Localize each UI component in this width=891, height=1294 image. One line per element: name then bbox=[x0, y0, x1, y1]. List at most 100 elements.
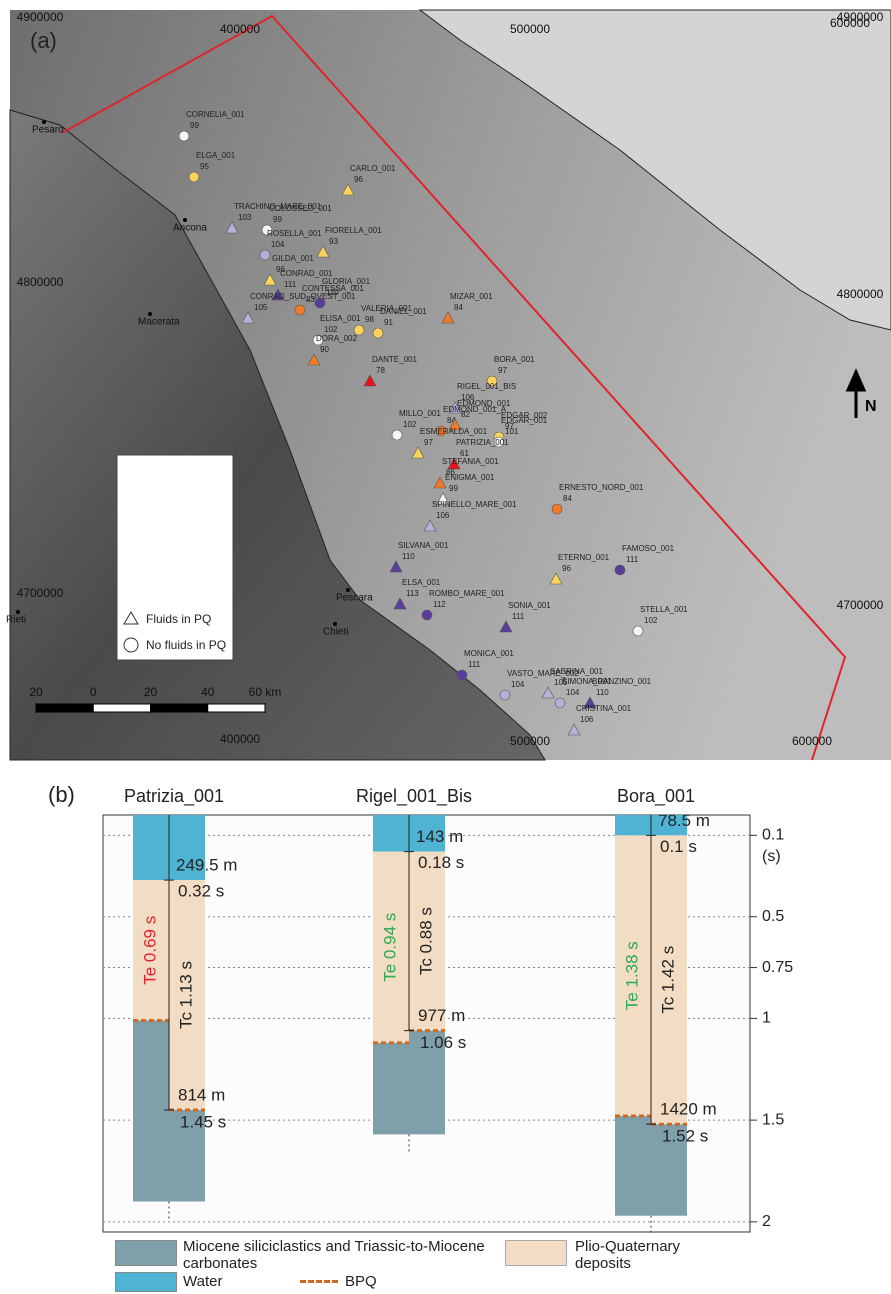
well-name: FAMOSO_001 bbox=[622, 544, 675, 553]
well-value: 111 bbox=[512, 612, 525, 621]
place-label: Ancona bbox=[173, 223, 207, 234]
well-value: 98 bbox=[365, 315, 374, 324]
legend-swatch bbox=[300, 1280, 338, 1283]
te-label: Te 0.94 s bbox=[380, 913, 399, 982]
well-marker bbox=[392, 430, 402, 440]
northing-label: 4700000 bbox=[17, 586, 64, 600]
well-marker bbox=[179, 131, 189, 141]
miocene bbox=[133, 1020, 169, 1201]
well-marker bbox=[457, 670, 467, 680]
place-label: Chieti bbox=[323, 627, 349, 638]
well-marker bbox=[500, 690, 510, 700]
place-label: Macerata bbox=[138, 317, 180, 328]
northing-label: 4900000 bbox=[17, 10, 64, 24]
well-name: CONRAD_SUD_OVEST_001 bbox=[250, 292, 356, 301]
well-value: 96 bbox=[354, 175, 363, 184]
place-dot bbox=[346, 588, 350, 592]
north-label: N bbox=[865, 398, 877, 415]
well-value: 96 bbox=[562, 564, 571, 573]
tc-label: Tc 1.42 s bbox=[658, 946, 677, 1014]
legend-swatch bbox=[505, 1240, 567, 1266]
well-name: COLOSSEO_001 bbox=[269, 204, 332, 213]
te-label: Te 1.38 s bbox=[622, 941, 641, 1010]
water-time-label: 0.32 s bbox=[178, 882, 224, 901]
well-value: 102 bbox=[324, 325, 338, 334]
column-title: Bora_001 bbox=[617, 786, 695, 807]
legend-label: Miocene siliciclastics and Triassic-to-M… bbox=[183, 1238, 503, 1272]
bpq-time-label: 1.52 s bbox=[662, 1127, 708, 1146]
well-value: 111 bbox=[626, 555, 639, 564]
well-name: ROMBO_MARE_001 bbox=[429, 589, 505, 598]
water-time-label: 0.18 s bbox=[418, 853, 464, 872]
well-name: CRISTINA_001 bbox=[576, 704, 632, 713]
scale-label: 20 bbox=[144, 685, 158, 699]
well-value: 110 bbox=[596, 688, 609, 697]
well-value: 84 bbox=[563, 494, 572, 503]
well-name: MIZAR_001 bbox=[450, 292, 493, 301]
well-name: PATRIZIA_001 bbox=[456, 438, 509, 447]
well-value: 97 bbox=[498, 366, 507, 375]
place-label: Rieti bbox=[6, 615, 26, 626]
legend-swatch bbox=[115, 1272, 177, 1292]
well-value: 104 bbox=[511, 680, 525, 689]
place-dot bbox=[333, 622, 337, 626]
well-value: 95 bbox=[200, 162, 209, 171]
well-value: 78 bbox=[376, 366, 385, 375]
scale-segment bbox=[208, 704, 265, 712]
well-name: SILVANA_001 bbox=[398, 541, 449, 550]
panel-label: (a) bbox=[30, 28, 57, 53]
well-value: 99 bbox=[273, 215, 282, 224]
well-name: GILDA_001 bbox=[272, 254, 314, 263]
well-value: 110 bbox=[402, 552, 415, 561]
easting-label: 500000 bbox=[510, 734, 550, 748]
well-value: 111 bbox=[284, 280, 297, 289]
axis-label: (s) bbox=[762, 848, 781, 865]
well-value: 91 bbox=[384, 318, 393, 327]
northing-label: 4800000 bbox=[17, 275, 64, 289]
scale-segment bbox=[36, 704, 93, 712]
well-name: ELGA_001 bbox=[196, 151, 236, 160]
well-value: 97 bbox=[424, 438, 433, 447]
legend-label: BPQ bbox=[345, 1273, 377, 1290]
well-name: STEFANIA_001 bbox=[442, 457, 499, 466]
well-value: 99 bbox=[449, 484, 458, 493]
bpq-time-label: 1.45 s bbox=[180, 1112, 226, 1131]
miocene bbox=[373, 1043, 409, 1135]
tc-label: Tc 1.13 s bbox=[176, 961, 195, 1029]
map-legend-box bbox=[117, 455, 233, 660]
well-value: 93 bbox=[329, 237, 338, 246]
well-marker bbox=[422, 610, 432, 620]
easting-label: 400000 bbox=[220, 732, 260, 746]
column-title: Patrizia_001 bbox=[124, 786, 224, 807]
well-value: 102 bbox=[644, 616, 658, 625]
well-name: CORNELIA_001 bbox=[186, 110, 245, 119]
well-name: BORA_001 bbox=[494, 355, 535, 364]
place-label: Pesaro bbox=[32, 125, 64, 136]
scale-label: 20 bbox=[29, 685, 43, 699]
place-dot bbox=[16, 610, 20, 614]
easting-label: 400000 bbox=[220, 22, 260, 36]
well-value: 101 bbox=[505, 427, 519, 436]
well-name: ESMERALDA_001 bbox=[420, 427, 488, 436]
bpq-depth-label: 977 m bbox=[418, 1006, 465, 1025]
scale-label: 40 bbox=[201, 685, 215, 699]
well-name: STELLA_001 bbox=[640, 605, 688, 614]
panel-label: (b) bbox=[48, 782, 75, 807]
well-value: 103 bbox=[238, 213, 252, 222]
legend-symbol bbox=[124, 638, 138, 652]
well-value: 83 bbox=[306, 295, 315, 304]
well-value: 104 bbox=[271, 240, 285, 249]
well-value: 111 bbox=[468, 660, 481, 669]
well-name: ROSELLA_001 bbox=[267, 229, 322, 238]
well-name: GLORIA_001 bbox=[322, 277, 371, 286]
well-name: EDMOND_001 bbox=[457, 399, 511, 408]
well-marker bbox=[552, 504, 562, 514]
y-tick-label: 0.5 bbox=[762, 908, 784, 925]
well-value: 99 bbox=[190, 121, 199, 130]
well-name: SONIA_001 bbox=[508, 601, 551, 610]
bpq-depth-label: 1420 m bbox=[660, 1100, 717, 1119]
well-name: SIMONA_001 bbox=[562, 677, 612, 686]
well-marker bbox=[260, 250, 270, 260]
well-value: 105 bbox=[254, 303, 268, 312]
well-value: 112 bbox=[433, 600, 446, 609]
